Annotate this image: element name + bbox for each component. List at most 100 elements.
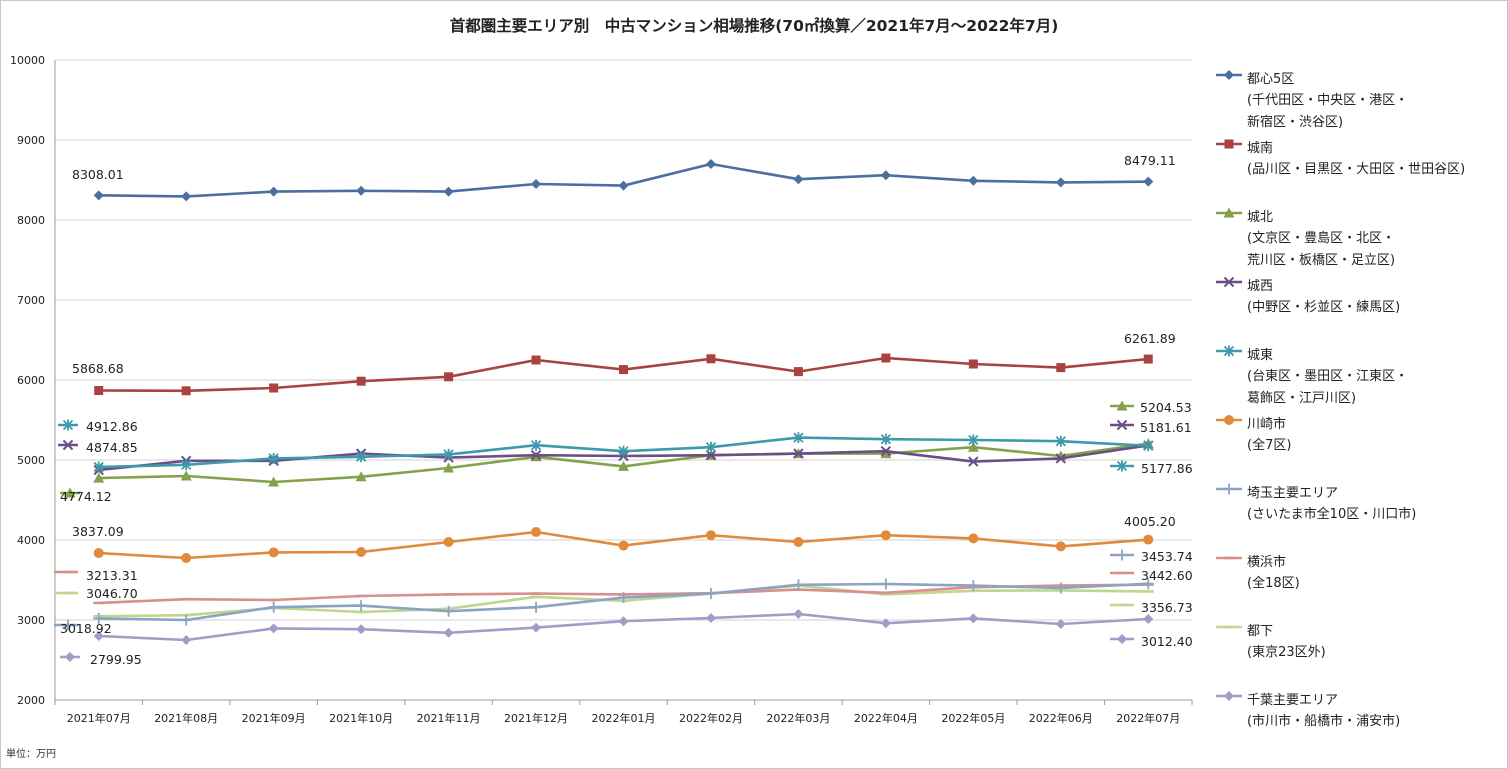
data-point [793, 174, 804, 185]
legend-swatch-marker [1224, 691, 1234, 701]
data-point [619, 365, 628, 375]
data-point [1143, 354, 1153, 364]
data-point [355, 600, 367, 612]
data-label-end: 3453.74 [1141, 549, 1193, 564]
data-point [530, 449, 542, 461]
data-point [1143, 440, 1154, 452]
data-point [93, 190, 104, 201]
legend-swatch-marker [1224, 415, 1234, 425]
x-tick-label: 2022年06月 [1029, 711, 1093, 725]
legend-swatch [1216, 691, 1242, 701]
y-tick-label: 9000 [17, 134, 45, 147]
data-point [880, 578, 892, 590]
legend-description: (中野区・杉並区・練馬区) [1247, 297, 1503, 319]
data-point [705, 449, 717, 461]
data-label-end: 5204.53 [1140, 400, 1192, 415]
data-point [793, 537, 804, 547]
x-tick-label: 2022年07月 [1116, 711, 1180, 725]
legend-swatch [1216, 625, 1242, 629]
data-point [705, 530, 716, 541]
legend-swatch-marker [1223, 207, 1235, 218]
data-label-end: 3012.40 [1141, 634, 1193, 649]
data-point [793, 367, 803, 377]
end-label-marker [1116, 400, 1128, 411]
data-point [355, 471, 367, 482]
data-label-start: 2799.95 [90, 652, 142, 667]
y-tick-label: 3000 [17, 614, 45, 627]
data-point [968, 456, 979, 467]
data-label-start: 4874.85 [86, 440, 138, 455]
data-label-start: 3018.92 [60, 621, 112, 636]
data-point [793, 609, 804, 619]
legend-description-line: (中野区・杉並区・練馬区) [1247, 300, 1401, 315]
legend-label: 横浜市 [1247, 555, 1287, 570]
end-label-marker [1116, 549, 1128, 561]
data-label-start: 8308.01 [72, 167, 124, 182]
data-point [93, 472, 105, 483]
data-label-start: 3213.31 [86, 568, 138, 583]
data-point [181, 191, 192, 202]
data-point [93, 461, 104, 473]
legend-swatch [1216, 139, 1242, 149]
legend-description: (文京区・豊島区・北区・ 荒川区・板橋区・足立区) [1247, 228, 1503, 272]
chart-title: 首都圏主要エリア別 中古マンション相場推移(70㎡換算／2021年7月～2022… [449, 17, 1059, 35]
data-point [356, 547, 367, 557]
legend-description: (さいたま市全10区・川口市) [1247, 504, 1503, 526]
legend-label: 城南 [1247, 141, 1274, 156]
legend-description: (全7区) [1247, 435, 1503, 457]
legend-description-line: (品川区・目黒区・大田区・世田谷区) [1247, 162, 1466, 177]
data-point [530, 439, 542, 451]
y-tick-label: 4000 [17, 534, 45, 547]
data-point [618, 540, 629, 551]
data-point [356, 624, 367, 635]
data-label-end: 5177.86 [1141, 461, 1193, 476]
data-point [94, 386, 104, 396]
legend-swatch-marker [1223, 483, 1235, 495]
data-point [618, 592, 629, 604]
legend-label: 城西 [1247, 279, 1274, 294]
data-point [181, 553, 192, 563]
data-point [443, 627, 454, 638]
y-tick-label: 5000 [17, 454, 45, 467]
data-point [1143, 534, 1154, 545]
legend-description-line: (東京23区外) [1247, 645, 1326, 660]
data-label-end: 4005.20 [1124, 514, 1176, 529]
legend-description-line: (千代田区・中央区・港区・ [1247, 93, 1409, 108]
data-point [968, 175, 979, 186]
data-point [268, 547, 279, 558]
data-point [93, 612, 105, 624]
data-point [181, 635, 192, 645]
data-label-end: 3356.73 [1141, 600, 1193, 615]
data-point [356, 376, 366, 386]
legend-swatch-marker [1223, 276, 1235, 288]
legend-description-line: (文京区・豊島区・北区・ [1247, 231, 1396, 246]
data-point [444, 372, 454, 382]
data-point [1055, 619, 1066, 629]
x-tick-label: 2022年05月 [941, 711, 1005, 725]
legend-description-line: (全7区) [1247, 438, 1292, 453]
data-point [706, 354, 716, 364]
data-point [1055, 582, 1067, 594]
x-tick-label: 2021年08月 [154, 711, 218, 725]
legend-description-line: (台東区・墨田区・江東区・ [1247, 369, 1409, 384]
data-point [880, 433, 892, 445]
data-point [705, 441, 717, 453]
legend-description: (品川区・目黒区・大田区・世田谷区) [1247, 159, 1503, 181]
legend-label: 千葉主要エリア [1247, 693, 1339, 708]
data-point [531, 527, 542, 537]
data-point [1055, 453, 1067, 464]
data-point [1055, 177, 1066, 188]
legend-description-line: (さいたま市全10区・川口市) [1247, 507, 1417, 522]
legend-swatch [1216, 207, 1242, 218]
data-point [268, 476, 280, 487]
legend-label: 川崎市 [1247, 417, 1287, 432]
data-point [1142, 578, 1154, 590]
y-tick-label: 8000 [17, 214, 45, 227]
data-point [268, 601, 280, 613]
data-point [967, 441, 979, 452]
legend-label: 城東 [1247, 348, 1274, 363]
legend-swatch-marker [1223, 345, 1235, 357]
x-tick-label: 2021年10月 [329, 711, 393, 725]
legend-label: 城北 [1247, 210, 1274, 225]
data-point [880, 618, 891, 629]
